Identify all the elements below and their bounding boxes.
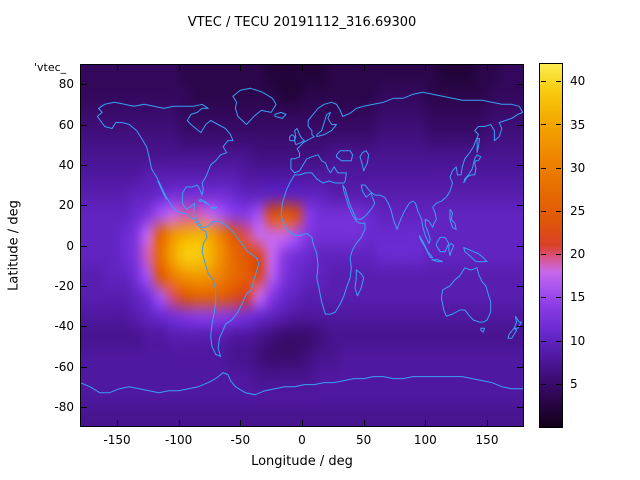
y-tick-label: -80 <box>54 399 74 414</box>
y-tick-label: 20 <box>58 198 74 213</box>
x-tick-label: 100 <box>413 433 437 447</box>
colorbar-tick-label: 5 <box>570 376 578 391</box>
y-tick-label: 0 <box>66 238 74 253</box>
y-tick-label: -60 <box>54 359 74 374</box>
colorbar-gradient <box>540 64 562 427</box>
x-tick-label: 50 <box>356 433 372 447</box>
colorbar-tick-label: 20 <box>570 247 586 262</box>
y-tick-label: -40 <box>54 319 74 334</box>
x-tick-label: 0 <box>298 433 306 447</box>
legend-key-label: 'vtec_ <box>34 61 67 74</box>
y-tick-label: 60 <box>58 117 74 132</box>
tec-heatmap-canvas <box>80 64 524 427</box>
x-tick-label: -150 <box>103 433 131 447</box>
colorbar-tick-label: 30 <box>570 160 586 175</box>
colorbar-tick-label: 15 <box>570 290 586 305</box>
y-tick-label: 80 <box>58 77 74 92</box>
colorbar-tick-label: 40 <box>570 74 586 89</box>
x-axis-title: Longitude / deg <box>251 454 353 469</box>
colorbar-tick-label: 10 <box>570 333 586 348</box>
x-tick-label: 150 <box>475 433 499 447</box>
x-tick-label: -50 <box>230 433 251 447</box>
x-tick-label: -100 <box>165 433 193 447</box>
colorbar-tick-label: 25 <box>570 203 586 218</box>
y-axis-title: Latitude / deg <box>6 200 22 291</box>
plot-title: VTEC / TECU 20191112_316.69300 <box>187 15 417 30</box>
colorbar-tick-label: 35 <box>570 117 586 132</box>
y-tick-label: -20 <box>54 278 74 293</box>
y-tick-label: 40 <box>58 157 74 172</box>
